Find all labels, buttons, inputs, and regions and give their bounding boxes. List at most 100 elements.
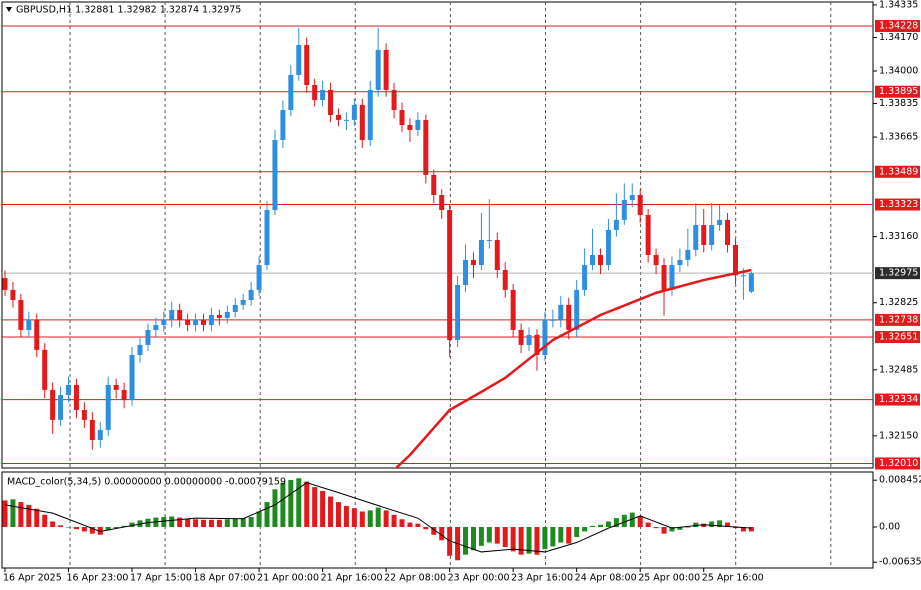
x-tick-label: 21 Apr 16:00 (321, 573, 383, 584)
candle-body (653, 255, 659, 266)
macd-bar (661, 527, 667, 534)
candle-body (10, 289, 16, 300)
level-label-box (875, 85, 920, 98)
candle-body (137, 344, 143, 355)
macd-bar (431, 527, 437, 535)
level-label: 1.32010 (879, 458, 918, 469)
macd-bar (526, 527, 532, 554)
macd-bar (264, 502, 270, 528)
candle-body (2, 278, 8, 290)
candle-body (201, 319, 206, 326)
candle-body (526, 334, 532, 345)
candle-body (320, 89, 326, 100)
candle-body (105, 384, 111, 430)
macd-bar (34, 508, 40, 528)
macd-bar (113, 527, 119, 529)
y-tick-label: 1.32485 (879, 364, 918, 375)
candle-body (455, 284, 461, 341)
candle-body (328, 89, 334, 115)
candle-body (447, 210, 453, 341)
macd-bar (725, 522, 731, 528)
candle-body (177, 310, 183, 320)
candle-body (709, 225, 715, 245)
candle-body (288, 74, 294, 111)
candle-body (582, 265, 588, 290)
level-label: 1.34228 (879, 21, 918, 32)
macd-bar (590, 525, 596, 528)
level-label: 1.32738 (879, 314, 918, 325)
macd-bar (81, 527, 87, 532)
main-frame (1, 1, 874, 469)
x-tick-label: 24 Apr 08:00 (575, 573, 637, 584)
macd-bar (709, 521, 715, 528)
macd-bar (613, 518, 619, 528)
macd-bar (288, 479, 294, 528)
macd-bar (518, 527, 524, 555)
macd-bar (693, 522, 699, 528)
x-tick-label: 17 Apr 15:00 (130, 573, 192, 584)
macd-bar (748, 527, 754, 532)
macd-bar (248, 517, 254, 528)
candle-body (439, 195, 445, 211)
macd-bar (558, 527, 564, 543)
macd-bar (2, 500, 8, 528)
x-tick-label: 25 Apr 00:00 (638, 573, 700, 584)
candle-body (725, 219, 731, 245)
macd-bar (335, 502, 341, 528)
candle-body (399, 110, 405, 126)
candle-body (81, 410, 87, 420)
macd-bar (582, 527, 588, 532)
level-label-box (875, 457, 920, 470)
macd-bar (161, 517, 167, 528)
macd-bar (177, 517, 183, 528)
macd-bar (97, 527, 103, 535)
candle-body (343, 119, 349, 121)
candle-body (550, 319, 556, 321)
macd-bar (637, 515, 643, 528)
macd-bar (717, 520, 723, 528)
level-label-box (875, 20, 920, 33)
candle-body (89, 419, 95, 440)
candle-body (415, 119, 421, 130)
candle-body (58, 395, 64, 420)
candle-body (431, 174, 437, 196)
candle-body (113, 384, 119, 390)
macd-bar (439, 527, 445, 541)
y-tick-label: 0.0084521 (879, 475, 921, 486)
level-label-box (875, 393, 920, 406)
candle-body (97, 429, 103, 440)
macd-bar (256, 511, 262, 528)
macd-bar (58, 525, 64, 528)
macd-bar (645, 522, 651, 528)
candle-body (312, 85, 318, 100)
candle-body (748, 273, 754, 292)
candle-body (645, 214, 651, 256)
candle-body (359, 104, 365, 141)
x-tick-label: 22 Apr 08:00 (384, 573, 446, 584)
level-label-box (875, 198, 920, 211)
macd-bar (669, 527, 675, 532)
macd-bar (740, 527, 746, 532)
bid-label-box (875, 267, 920, 280)
macd-bar (470, 527, 476, 551)
macd-bar (653, 527, 659, 529)
x-tick-label: 16 Apr 2025 (3, 573, 62, 584)
macd-bar (447, 527, 453, 556)
candle-body (486, 240, 492, 242)
macd-plot (2, 472, 832, 568)
candle-body (732, 244, 738, 276)
macd-bar (510, 527, 516, 552)
candle-body (280, 110, 286, 141)
menu-triangle[interactable] (6, 7, 12, 12)
candle-body (542, 319, 548, 355)
candle-body (534, 334, 540, 355)
candle-body (740, 275, 746, 277)
macd-bar (280, 482, 286, 528)
candle-body (18, 299, 24, 330)
x-tick-label: 21 Apr 00:00 (257, 573, 319, 584)
macd-bar (224, 519, 230, 528)
candle-body (248, 289, 254, 300)
